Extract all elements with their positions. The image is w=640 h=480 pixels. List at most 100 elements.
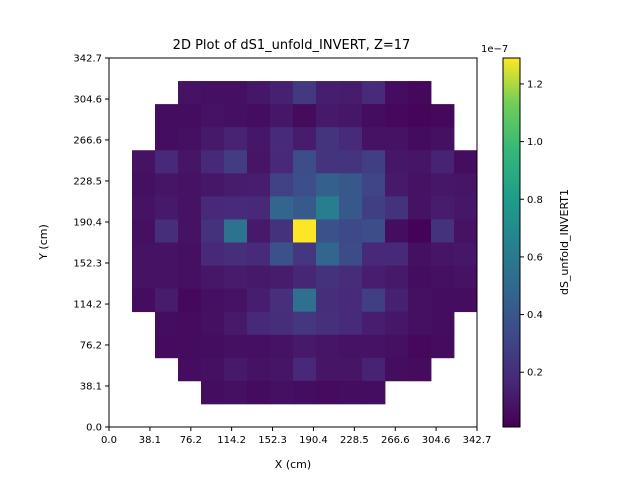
heatmap-cell [270,357,294,382]
x-axis-ticks: 0.0 38.1 76.2 114.2 152.3 190.4 228.5 266.6 304.… [101,427,491,446]
heatmap-cell [178,288,202,313]
colorbar-ticks: 0.2 0.4 0.6 0.8 1.0 1.2 [520,79,543,379]
heatmap-cell [408,242,432,266]
colorbar-scale-label: 1e−7 [481,44,508,55]
heatmap-cell [339,242,363,266]
heatmap-cell [362,311,386,336]
x-axis-label: X (cm) [275,458,311,471]
heatmap-cell [155,219,179,243]
heatmap-cell [201,173,225,197]
heatmap-cell [316,104,340,128]
heatmap-cell [362,219,386,243]
colorbar-gradient [503,58,520,427]
heatmap-cell [247,311,271,336]
heatmap-cell [293,288,317,313]
heatmap-cell [155,334,179,359]
heatmap-cell [408,334,432,359]
heatmap-cell [178,196,202,220]
heatmap-cell [247,81,271,105]
x-tick-label: 76.2 [180,435,202,446]
heatmap-cell [201,334,225,359]
heatmap-cell [178,334,202,359]
heatmap-cell [247,173,271,197]
heatmap-cell [408,265,432,290]
heatmap-cell [201,127,225,151]
heatmap-cell [385,150,409,174]
heatmap-cell [224,104,248,128]
heatmap-cell [431,173,455,197]
heatmap-cell [132,219,156,243]
colorbar-tick-label: 1.0 [527,137,543,148]
heatmap-cell [316,242,340,266]
heatmap-cell [132,196,156,220]
heatmap-cells [132,81,478,405]
heatmap-cell [224,288,248,313]
chart-title: 2D Plot of dS1_unfold_INVERT, Z=17 [173,38,411,53]
heatmap-cell [247,150,271,174]
heatmap-cell [454,219,478,243]
heatmap-cell [385,81,409,105]
heatmap-cell [431,265,455,290]
heatmap-cell [408,127,432,151]
heatmap-cell [362,242,386,266]
heatmap-cell [408,219,432,243]
heatmap-cell [316,357,340,382]
heatmap-cell [385,196,409,220]
heatmap-cell [270,311,294,336]
heatmap-cell [155,311,179,336]
heatmap-cell [385,265,409,290]
heatmap-cell [178,242,202,266]
heatmap-cell [247,265,271,290]
heatmap-cell [385,173,409,197]
heatmap-cell [431,219,455,243]
heatmap-cell [339,265,363,290]
heatmap-cell [454,173,478,197]
heatmap-cell [339,288,363,313]
colorbar-tick-label: 1.2 [527,79,543,90]
heatmap-cell [201,219,225,243]
heatmap-cell [362,81,386,105]
heatmap-cell [362,104,386,128]
heatmap-cell [201,242,225,266]
heatmap-cell [362,150,386,174]
colorbar-tick-label: 0.8 [527,195,543,206]
heatmap-cell [408,288,432,313]
heatmap-cell [247,334,271,359]
y-tick-label: 38.1 [80,381,102,392]
heatmap-cell [270,81,294,105]
heatmap-cell [362,196,386,220]
heatmap-cell [247,288,271,313]
colorbar-tick-label: 0.6 [527,252,543,263]
y-tick-label: 342.7 [73,54,102,65]
heatmap-cell [316,81,340,105]
heatmap-cell [270,380,294,405]
plot-area [108,57,478,428]
heatmap-cell [385,127,409,151]
heatmap-cell [155,173,179,197]
heatmap-cell [454,288,478,313]
heatmap-cell [431,104,455,128]
heatmap-cell [316,334,340,359]
colorbar-tick-label: 0.2 [527,368,543,379]
x-tick-label: 0.0 [101,435,117,446]
heatmap-cell [224,311,248,336]
heatmap-cell [132,150,156,174]
heatmap-cell [155,127,179,151]
heatmap-cell [270,288,294,313]
y-tick-label: 76.2 [80,340,102,351]
heatmap-cell [408,357,432,382]
heatmap-cell [293,380,317,405]
heatmap-cell [385,334,409,359]
heatmap-cell [224,150,248,174]
heatmap-cell [270,104,294,128]
heatmap-cell [201,81,225,105]
heatmap-cell [247,127,271,151]
heatmap-cell [385,104,409,128]
heatmap-cell [431,311,455,336]
heatmap-cell [316,173,340,197]
heatmap-cell [270,265,294,290]
heatmap-cell [339,127,363,151]
y-tick-label: 0.0 [86,423,102,434]
heatmap-cell [247,104,271,128]
heatmap-cell [178,104,202,128]
